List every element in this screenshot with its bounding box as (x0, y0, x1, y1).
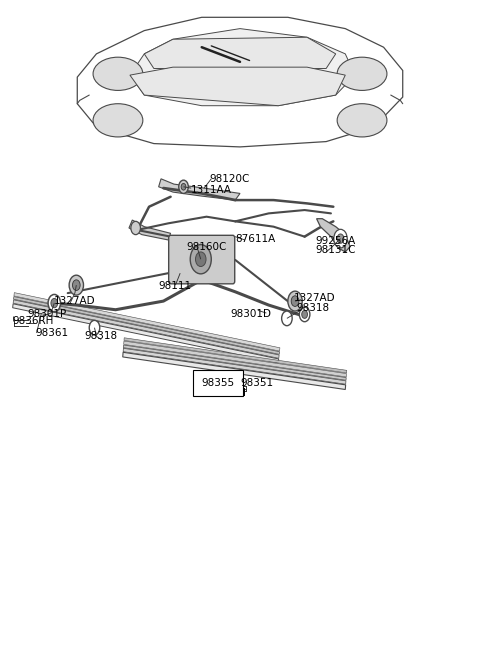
FancyBboxPatch shape (168, 235, 235, 284)
Polygon shape (317, 218, 350, 252)
Circle shape (302, 310, 308, 318)
Text: 1311AA: 1311AA (191, 185, 232, 195)
Circle shape (72, 280, 80, 290)
Circle shape (291, 296, 299, 306)
Circle shape (300, 307, 310, 322)
Ellipse shape (337, 104, 387, 137)
Ellipse shape (337, 57, 387, 91)
Circle shape (181, 183, 186, 190)
Polygon shape (124, 338, 347, 373)
Text: 9836RH: 9836RH (12, 316, 54, 326)
Circle shape (51, 298, 58, 308)
Text: 98351: 98351 (240, 378, 273, 388)
Polygon shape (123, 352, 346, 390)
Ellipse shape (93, 57, 143, 91)
Text: 98361: 98361 (35, 328, 68, 338)
Polygon shape (14, 292, 280, 351)
Polygon shape (124, 341, 347, 377)
Text: 87611A: 87611A (235, 234, 276, 244)
Circle shape (195, 252, 206, 266)
Circle shape (179, 180, 188, 193)
Circle shape (282, 311, 292, 326)
Polygon shape (77, 17, 403, 147)
Circle shape (131, 221, 141, 234)
Polygon shape (144, 37, 336, 69)
Polygon shape (129, 220, 170, 240)
Circle shape (48, 294, 60, 312)
Circle shape (89, 320, 100, 335)
Text: 98318: 98318 (297, 303, 330, 313)
Text: 98355: 98355 (202, 378, 235, 388)
Text: 98301P: 98301P (27, 310, 66, 320)
Text: 1327AD: 1327AD (53, 296, 95, 306)
Ellipse shape (93, 104, 143, 137)
Polygon shape (123, 348, 346, 384)
Polygon shape (130, 29, 355, 106)
Circle shape (190, 244, 211, 274)
Circle shape (334, 229, 347, 248)
Polygon shape (130, 67, 345, 106)
Circle shape (337, 234, 344, 243)
Text: 98160C: 98160C (186, 242, 227, 252)
Text: 98111: 98111 (158, 282, 192, 292)
Text: 1327AD: 1327AD (294, 293, 335, 303)
Polygon shape (13, 300, 279, 358)
Text: 99256A: 99256A (316, 236, 356, 246)
Polygon shape (13, 296, 279, 354)
Circle shape (288, 291, 302, 311)
Text: 98131C: 98131C (316, 245, 356, 255)
Polygon shape (123, 345, 346, 380)
Text: 9835LH: 9835LH (206, 388, 247, 398)
Polygon shape (158, 178, 240, 200)
Text: 98318: 98318 (84, 331, 118, 341)
Text: 98120C: 98120C (209, 174, 249, 184)
Text: 98301D: 98301D (230, 310, 271, 320)
Polygon shape (12, 304, 279, 363)
Circle shape (69, 275, 84, 295)
